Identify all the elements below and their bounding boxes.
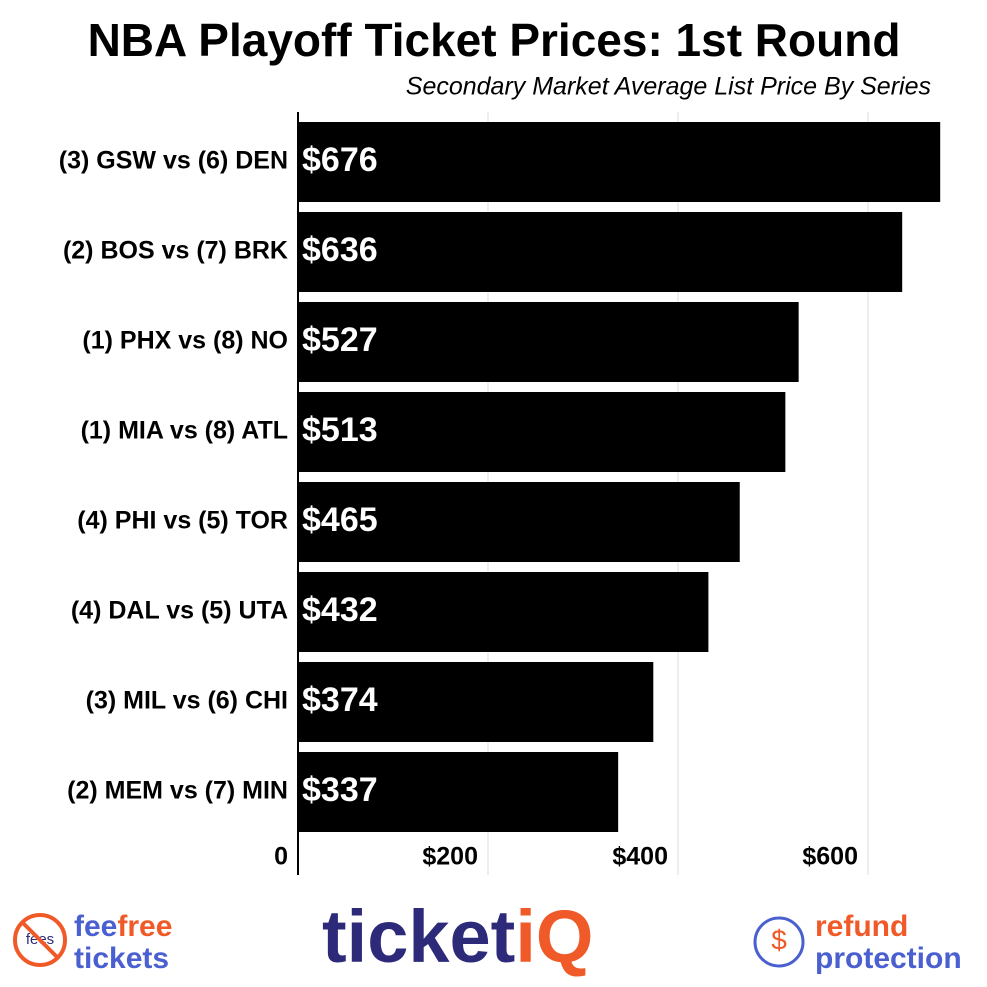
footer: fees feefree tickets ticketiQ $ refund p… xyxy=(13,895,962,978)
x-tick-label: $600 xyxy=(802,843,858,871)
x-tick-label: 0 xyxy=(274,843,288,871)
value-label: $432 xyxy=(302,591,378,629)
y-tick-label: (3) MIL vs (6) CHI xyxy=(86,687,288,715)
plot: 0 $200 $400 $600 (3) GSW vs (6) DEN $676 (2) B… xyxy=(59,112,941,875)
value-label: $527 xyxy=(302,321,378,359)
value-label: $374 xyxy=(302,681,378,719)
y-tick-label: (2) MEM vs (7) MIN xyxy=(67,777,288,805)
bar xyxy=(298,302,799,382)
bar xyxy=(298,572,709,652)
brand-text: feefree xyxy=(74,910,172,943)
value-label: $513 xyxy=(302,411,378,449)
refund-icon xyxy=(753,916,805,968)
ticketiq-logo: ticketiQ xyxy=(322,895,593,978)
y-tick-label: (2) BOS vs (7) BRK xyxy=(63,237,288,265)
chart-subtitle: Secondary Market Average List Price By S… xyxy=(406,73,931,101)
bar xyxy=(298,752,619,832)
fees-icon xyxy=(13,913,67,967)
bar xyxy=(298,392,786,472)
refund-icon-text: $ xyxy=(771,924,787,955)
value-label: $636 xyxy=(302,231,378,269)
y-tick-label: (4) DAL vs (5) UTA xyxy=(71,597,288,625)
brand-text: protection xyxy=(815,942,962,975)
bar xyxy=(298,122,941,202)
y-tick-label: (4) PHI vs (5) TOR xyxy=(77,507,288,535)
x-tick-label: $200 xyxy=(422,843,478,871)
value-label: $465 xyxy=(302,501,378,539)
value-label: $337 xyxy=(302,771,378,809)
y-tick-label: (1) MIA vs (8) ATL xyxy=(81,417,288,445)
fees-icon-slash xyxy=(20,920,60,960)
brand-text: refund xyxy=(815,910,908,943)
chart-title: NBA Playoff Ticket Prices: 1st Round xyxy=(88,14,901,66)
brand-text: tickets xyxy=(74,942,169,975)
y-tick-label: (3) GSW vs (6) DEN xyxy=(59,147,288,175)
x-tick-label: $400 xyxy=(612,843,668,871)
y-tick-label: (1) PHX vs (8) NO xyxy=(82,327,288,355)
bar xyxy=(298,212,903,292)
bar xyxy=(298,662,654,742)
bar xyxy=(298,482,740,562)
value-label: $676 xyxy=(302,141,378,179)
